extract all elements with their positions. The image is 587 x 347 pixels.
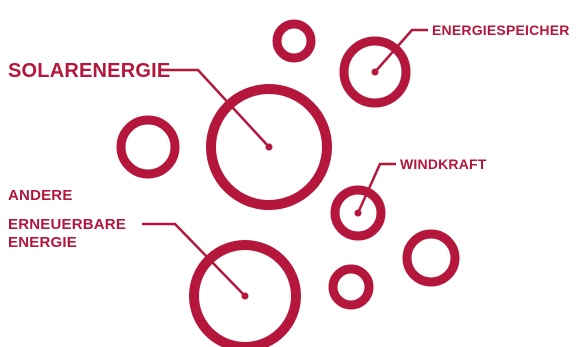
right-lower-circle [402,229,460,287]
label-energiespeicher: ENERGIESPEICHER [432,22,570,38]
windkraft-dot [354,209,362,217]
andere-energie-dot [241,292,249,300]
windkraft-connector [356,162,396,214]
solarenergie-circle [206,84,332,210]
left-circle [116,115,180,179]
energiespeicher-connector [374,28,428,73]
label-solarenergie: SOLARENERGIE [8,60,170,82]
energiespeicher-circle [339,36,411,108]
label-andere-line1: ANDERE [8,187,73,204]
andere-energie-connector [142,222,246,297]
solarenergie-connector [162,68,270,148]
small-circle-top [272,19,316,63]
solarenergie-dot [265,143,273,151]
energiespeicher-dot [371,68,379,76]
label-andere-line2: ERNEUERBARE [8,216,126,233]
windkraft-circle [330,185,386,241]
label-andere-line3: ENERGIE [8,234,77,251]
small-circle-bottom [328,264,374,310]
label-windkraft: WINDKRAFT [400,156,487,172]
andere-energie-circle [189,240,301,347]
